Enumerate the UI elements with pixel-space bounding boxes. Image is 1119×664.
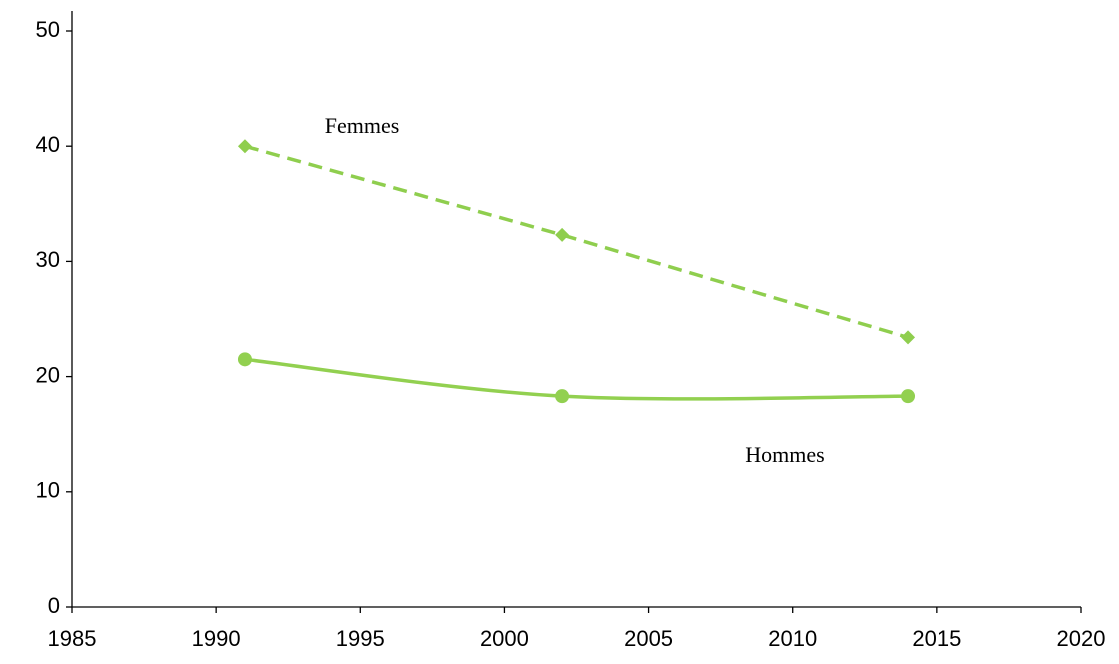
y-tick-label: 50	[36, 17, 60, 42]
x-tick-label: 1985	[48, 626, 97, 651]
x-tick-label: 2010	[768, 626, 817, 651]
y-tick-label: 0	[48, 593, 60, 618]
point	[555, 389, 570, 404]
x-tick-label: 2015	[912, 626, 961, 651]
series-line	[244, 144, 909, 340]
point	[237, 352, 252, 367]
point	[901, 389, 916, 404]
x-tick-label: 2020	[1057, 626, 1106, 651]
x-tick-label: 1990	[192, 626, 241, 651]
x-tick-label: 2005	[624, 626, 673, 651]
point	[555, 227, 570, 242]
series-line	[244, 357, 909, 401]
y-tick-label: 30	[36, 247, 60, 272]
y-tick-label: 20	[36, 362, 60, 387]
series-label: Hommes	[745, 442, 824, 467]
y-tick-label: 40	[36, 132, 60, 157]
point	[901, 330, 916, 345]
x-tick-label: 1995	[336, 626, 385, 651]
series-label: Femmes	[325, 113, 400, 138]
x-tick-label: 2000	[480, 626, 529, 651]
point	[237, 139, 252, 154]
y-tick-label: 10	[36, 478, 60, 503]
